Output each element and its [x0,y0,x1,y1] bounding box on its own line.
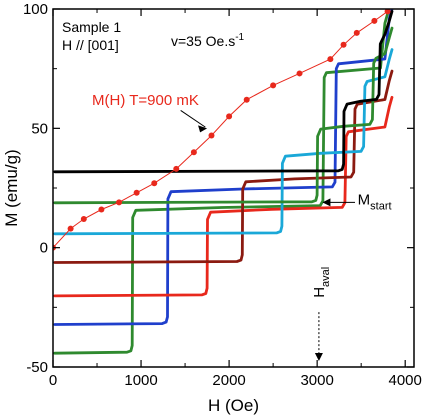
y-tick-label: 100 [23,1,48,18]
mh-curve-point [67,225,74,232]
mstart-label: Mstart [358,191,392,212]
sample-label: Sample 1 [62,19,121,35]
mh-curve-layer [53,9,391,251]
x-tick-label: 3000 [300,372,333,389]
mh-curve-point [133,189,140,196]
haval-label: Haval [311,267,332,298]
mh-curve-point [173,165,180,172]
mh-curve-point [270,82,277,89]
mh-curve-point [340,41,347,48]
field-direction-label: H // [001] [62,37,119,53]
y-tick-label: 0 [40,240,48,257]
haval-arrowhead [314,353,323,362]
series-curve-6 [53,26,394,205]
mh-curve-point [243,96,250,103]
series-curve-2 [53,9,394,326]
mh-curve-point [384,9,391,15]
mh-curve-point [190,149,197,156]
series-curve-7 [53,10,394,174]
series-curve-4 [53,69,394,264]
mh-curve-point [226,113,233,120]
mh-curve-point [80,216,87,223]
y-tick-label: -50 [26,359,48,376]
y-tick-label: 50 [31,120,48,137]
series-curve-3 [53,95,394,298]
annotation-layer: Sample 1 H // [001] v=35 Oe.s-1 M(H) T=900 … [62,19,392,362]
mh-label-pointer [180,110,206,128]
mh-curve-point [353,29,360,36]
x-axis-title: H (Oe) [208,396,259,415]
mh-curve-point [208,132,215,139]
mh-curve-point [327,56,334,63]
x-tick-label: 4000 [389,372,422,389]
mh-curve-point [371,17,378,24]
sweep-rate-label: v=35 Oe.s-1 [171,32,245,49]
x-tick-label: 1000 [124,372,157,389]
series-curve-1 [53,12,389,355]
x-tick-label: 2000 [212,372,245,389]
mh-curve-point [296,70,303,77]
y-axis-title: M (emu/g) [2,149,21,226]
x-tick-label: 0 [49,372,57,389]
series-curve-5 [53,48,394,236]
mh-label-arrowhead [198,125,208,133]
mh-curve-point [151,180,158,187]
mstart-arrowhead [322,198,331,207]
mh-curve-label: M(H) T=900 mK [92,92,199,109]
series-layer [53,9,394,355]
mh-curve-point [98,206,105,213]
mh-curve-point [116,199,123,206]
